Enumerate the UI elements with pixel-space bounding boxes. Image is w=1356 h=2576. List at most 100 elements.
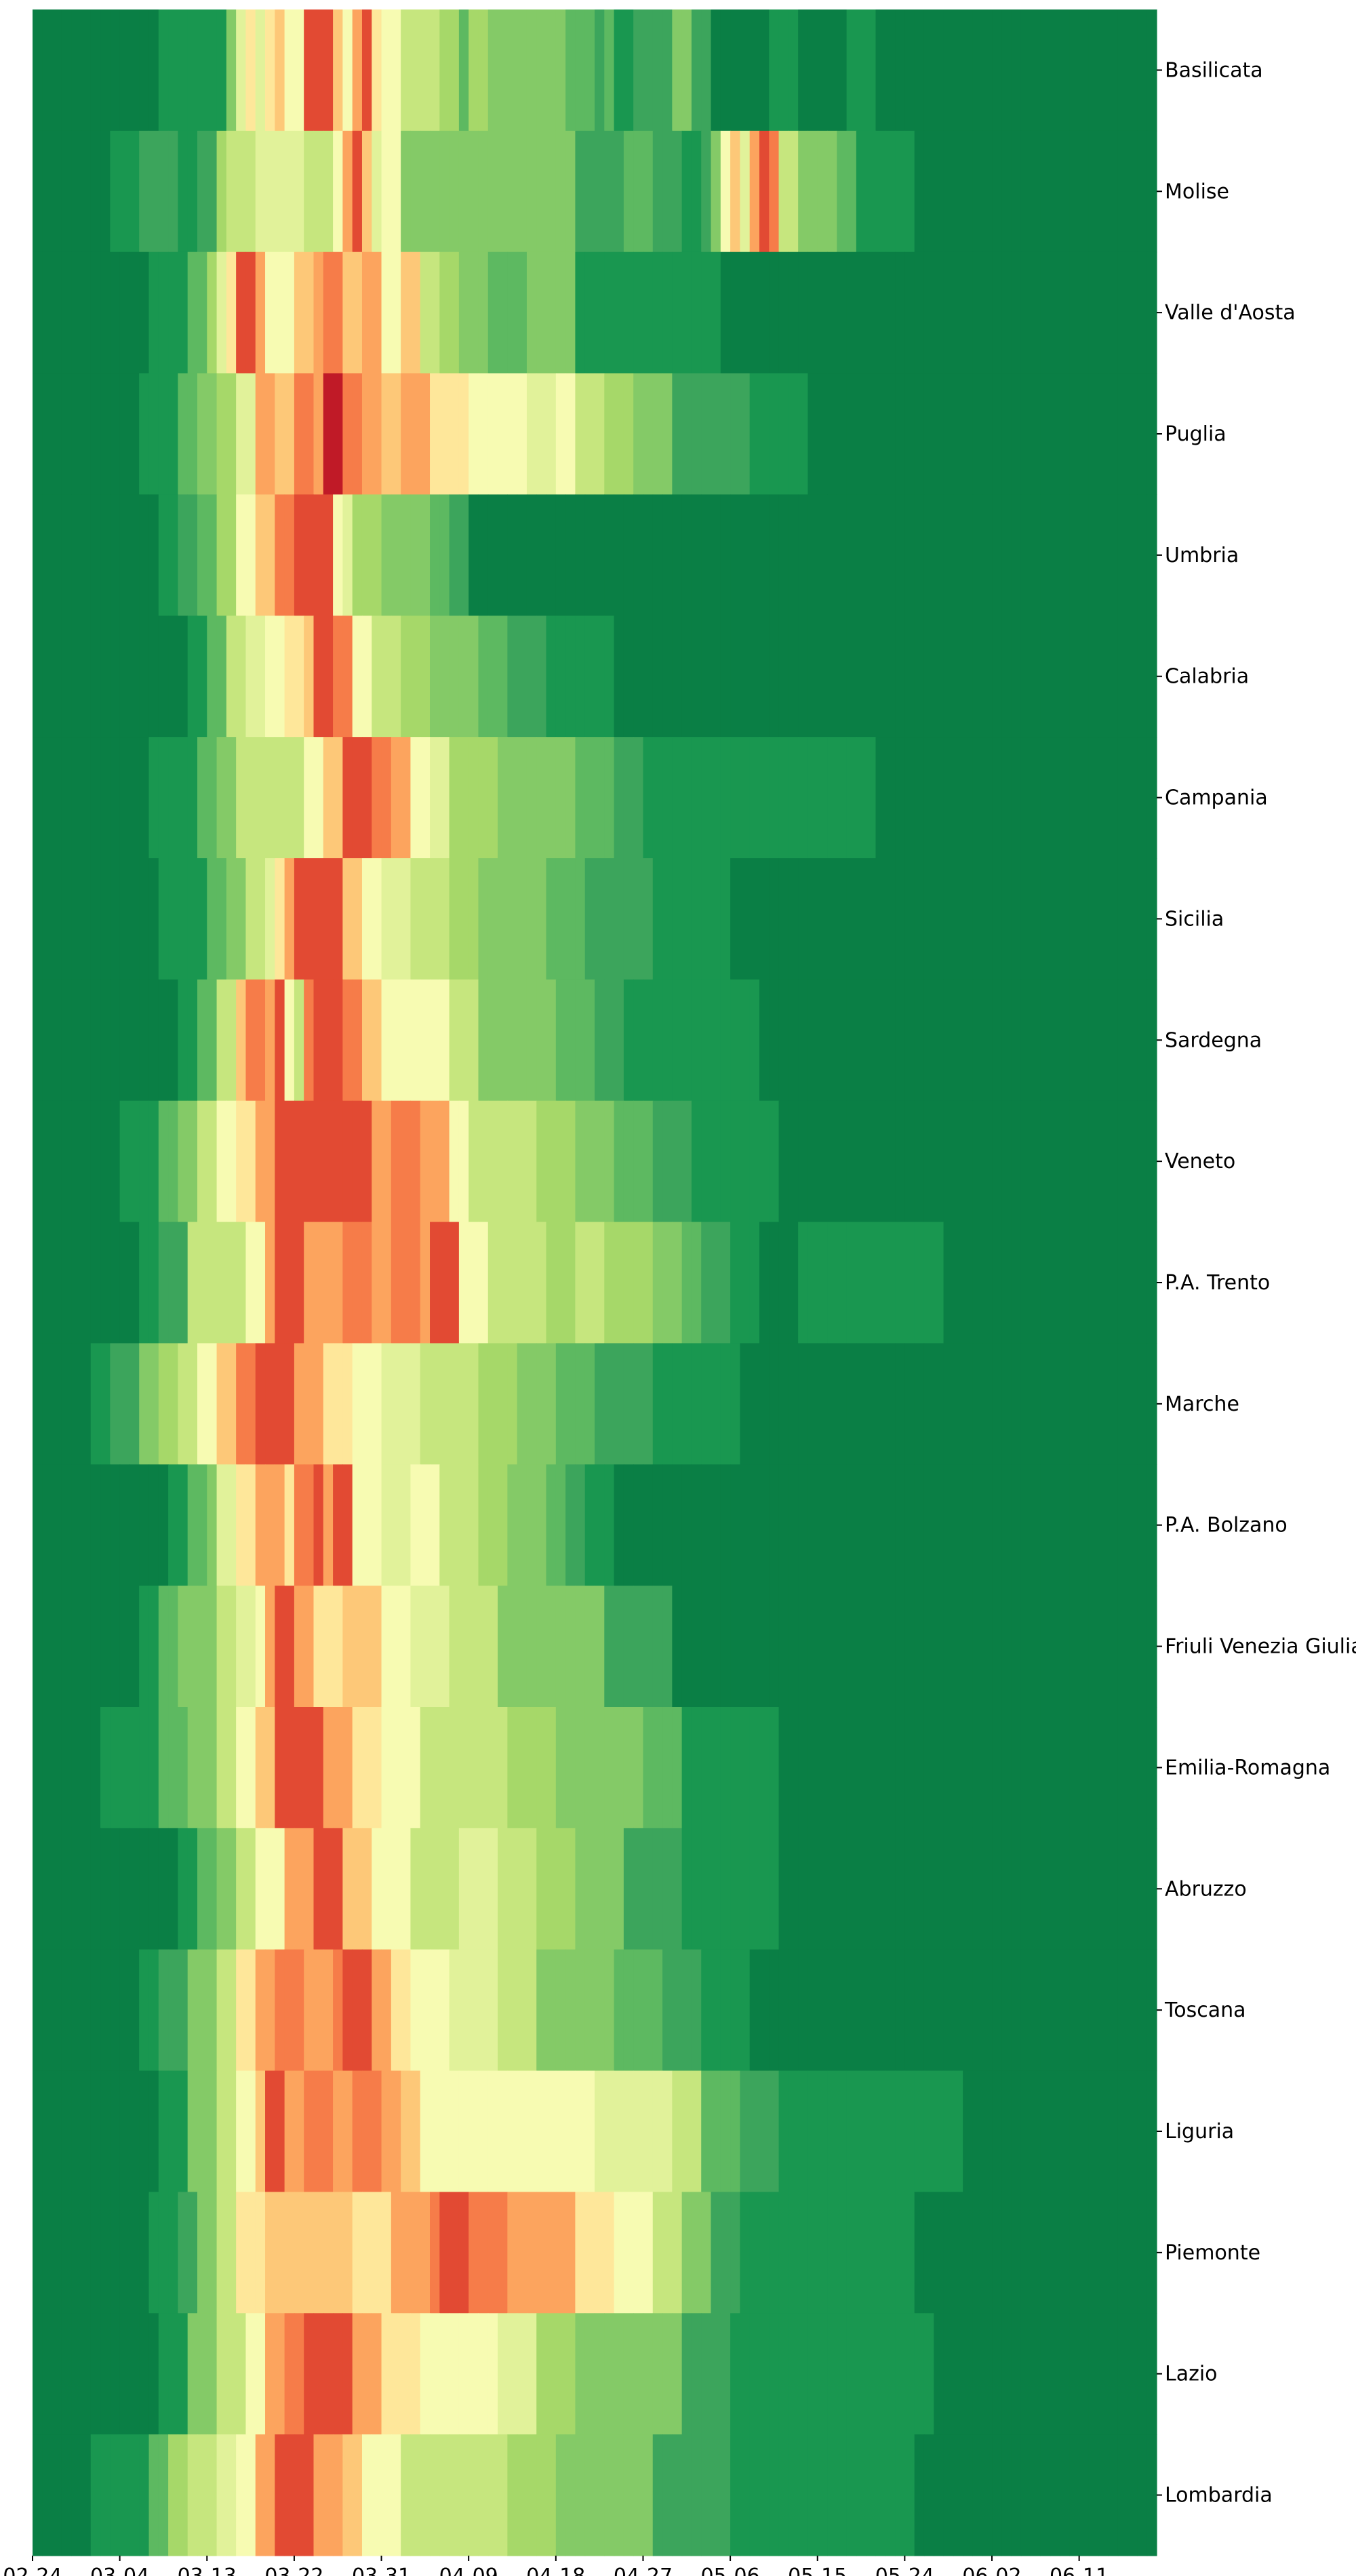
heatmap-cell xyxy=(478,9,489,132)
heatmap-cell xyxy=(313,1586,324,1708)
heatmap-cell xyxy=(546,2434,557,2556)
heatmap-cell xyxy=(458,616,469,738)
heatmap-cell xyxy=(420,2070,431,2193)
heatmap-cell xyxy=(536,1100,547,1223)
heatmap-cell xyxy=(953,494,963,616)
heatmap-cell xyxy=(546,858,557,980)
heatmap-cell xyxy=(507,1100,518,1223)
heatmap-cell xyxy=(759,858,770,980)
heatmap-cell xyxy=(1040,2070,1051,2193)
heatmap-cell xyxy=(226,2434,237,2556)
heatmap-cell xyxy=(1108,979,1119,1102)
heatmap-cell xyxy=(1088,616,1099,738)
heatmap-cell xyxy=(1137,130,1148,253)
heatmap-cell xyxy=(110,1586,121,1708)
heatmap-cell xyxy=(148,1586,159,1708)
heatmap-cell xyxy=(633,979,644,1102)
heatmap-cell xyxy=(178,494,188,616)
heatmap-cell xyxy=(381,1464,392,1586)
heatmap-cell xyxy=(148,2070,159,2193)
heatmap-cell xyxy=(71,2313,82,2435)
heatmap-cell xyxy=(71,1707,82,1829)
heatmap-cell xyxy=(42,2434,53,2556)
heatmap-cell xyxy=(633,1343,644,1465)
heatmap-cell xyxy=(372,1828,382,1950)
heatmap-cell xyxy=(487,9,498,132)
heatmap-cell xyxy=(265,2313,275,2435)
heatmap-cell xyxy=(778,9,789,132)
heatmap-cell xyxy=(1098,1464,1109,1586)
heatmap-cell xyxy=(304,1222,315,1344)
heatmap-cell xyxy=(778,2313,789,2435)
heatmap-cell xyxy=(875,9,886,132)
heatmap-cell xyxy=(478,737,489,859)
heatmap-cell xyxy=(275,1586,285,1708)
heatmap-cell xyxy=(342,2192,353,2314)
heatmap-cell xyxy=(148,1707,159,1829)
heatmap-cell xyxy=(1020,737,1031,859)
heatmap-cell xyxy=(420,858,431,980)
heatmap-cell xyxy=(914,1586,925,1708)
heatmap-cell xyxy=(595,2070,605,2193)
region-label: Lombardia xyxy=(1165,2484,1273,2508)
heatmap-cell xyxy=(81,2070,92,2193)
heatmap-cell xyxy=(546,494,557,616)
region-label: Campania xyxy=(1165,786,1268,810)
heatmap-cell xyxy=(1098,858,1109,980)
heatmap-cell xyxy=(701,2070,712,2193)
heatmap-cell xyxy=(71,2434,82,2556)
heatmap-cell xyxy=(1088,1949,1099,2072)
heatmap-cell xyxy=(1060,9,1070,132)
heatmap-cell xyxy=(1098,2070,1109,2193)
heatmap-cell xyxy=(730,2192,740,2314)
heatmap-cell xyxy=(90,616,101,738)
heatmap-cell xyxy=(982,858,993,980)
heatmap-cell xyxy=(61,858,72,980)
heatmap-cell xyxy=(817,1586,828,1708)
heatmap-cell xyxy=(507,1586,518,1708)
heatmap-cell xyxy=(148,2434,159,2556)
heatmap-cell xyxy=(614,2192,624,2314)
heatmap-cell xyxy=(61,2192,72,2314)
heatmap-cell xyxy=(90,1707,101,1829)
heatmap-cell xyxy=(934,2313,944,2435)
heatmap-cell xyxy=(730,494,740,616)
heatmap-cell xyxy=(953,130,963,253)
heatmap-cell xyxy=(681,373,692,496)
heatmap-cell xyxy=(1088,2434,1099,2556)
heatmap-cell xyxy=(681,1949,692,2072)
heatmap-cell xyxy=(1031,373,1041,496)
heatmap-cell xyxy=(1069,2434,1080,2556)
heatmap-cell xyxy=(943,858,954,980)
heatmap-cell xyxy=(226,979,237,1102)
heatmap-cell xyxy=(381,2070,392,2193)
heatmap-cell xyxy=(430,737,440,859)
heatmap-cell xyxy=(71,979,82,1102)
heatmap-cell xyxy=(304,616,315,738)
heatmap-cell xyxy=(61,1949,72,2072)
heatmap-cell xyxy=(381,1343,392,1465)
heatmap-cell xyxy=(934,130,944,253)
heatmap-cell xyxy=(226,251,237,374)
heatmap-cell xyxy=(487,1343,498,1465)
heatmap-cell xyxy=(236,9,247,132)
heatmap-cell xyxy=(856,858,866,980)
heatmap-cell xyxy=(458,858,469,980)
heatmap-cell xyxy=(1060,1828,1070,1950)
heatmap-cell xyxy=(730,616,740,738)
heatmap-cell xyxy=(487,1222,498,1344)
heatmap-cell xyxy=(953,2192,963,2314)
heatmap-cell xyxy=(1117,2070,1128,2193)
heatmap-cell xyxy=(904,2192,915,2314)
heatmap-cell xyxy=(313,979,324,1102)
heatmap-cell xyxy=(517,1586,527,1708)
heatmap-cell xyxy=(778,373,789,496)
heatmap-cell xyxy=(923,737,934,859)
heatmap-cell xyxy=(410,251,421,374)
heatmap-cell xyxy=(304,2313,315,2435)
heatmap-cell xyxy=(207,2070,218,2193)
heatmap-cell xyxy=(226,373,237,496)
heatmap-cell xyxy=(168,1828,178,1950)
heatmap-cell xyxy=(148,494,159,616)
heatmap-cell xyxy=(914,251,925,374)
